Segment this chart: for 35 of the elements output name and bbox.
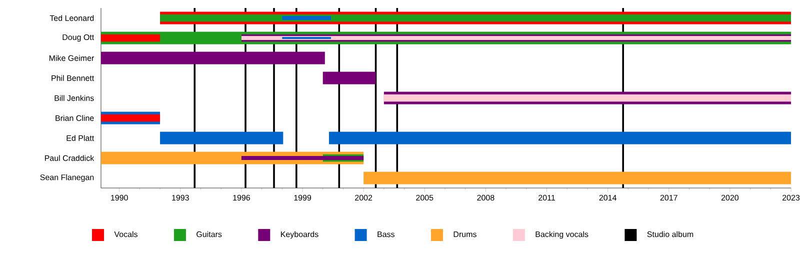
y-tick-label: Bill Jenkins — [54, 95, 94, 101]
legend-label: Bass — [378, 232, 395, 238]
x-tick-label: 2017 — [660, 194, 678, 201]
bar — [322, 72, 376, 84]
legend-label: Keyboards — [281, 231, 318, 239]
x-tick-label: 2005 — [416, 194, 434, 201]
x-tick-label: 1996 — [233, 194, 250, 201]
bar — [101, 114, 160, 122]
x-tick-label: 1990 — [111, 194, 128, 201]
x-tick-label: 1999 — [294, 194, 312, 201]
x-tick-label: 2023 — [782, 194, 800, 201]
y-tick-label: Ed Platt — [66, 135, 94, 141]
y-tick-label: Mike Geimer — [49, 55, 94, 61]
y-tick-label: Paul Craddick — [44, 155, 94, 161]
y-tick-label: Brian Cline — [56, 115, 94, 121]
x-tick-label: 1993 — [172, 194, 189, 201]
x-tick-label: 2014 — [599, 194, 616, 201]
bar — [101, 52, 325, 64]
x-tick-label: 2002 — [355, 194, 372, 201]
legend-label: Studio album — [647, 231, 694, 238]
bar — [160, 132, 284, 144]
legend-label: Vocals — [114, 231, 138, 238]
y-tick-label: Phil Bennett — [52, 75, 94, 81]
legend-label: Drums — [454, 232, 476, 238]
bar — [241, 156, 364, 160]
y-tick-label: Sean Flanegan — [40, 174, 94, 182]
x-tick-label: 2011 — [538, 194, 555, 201]
x-tick-label: 2020 — [721, 194, 739, 201]
y-tick-label: Doug Ott — [62, 34, 94, 42]
legend-label: Backing vocals — [536, 231, 588, 239]
y-tick-label: Ted Leonard — [50, 15, 94, 21]
bar — [101, 34, 160, 42]
bar — [364, 172, 792, 184]
legend-label: Guitars — [196, 231, 222, 238]
x-tick-label: 2008 — [477, 194, 494, 201]
